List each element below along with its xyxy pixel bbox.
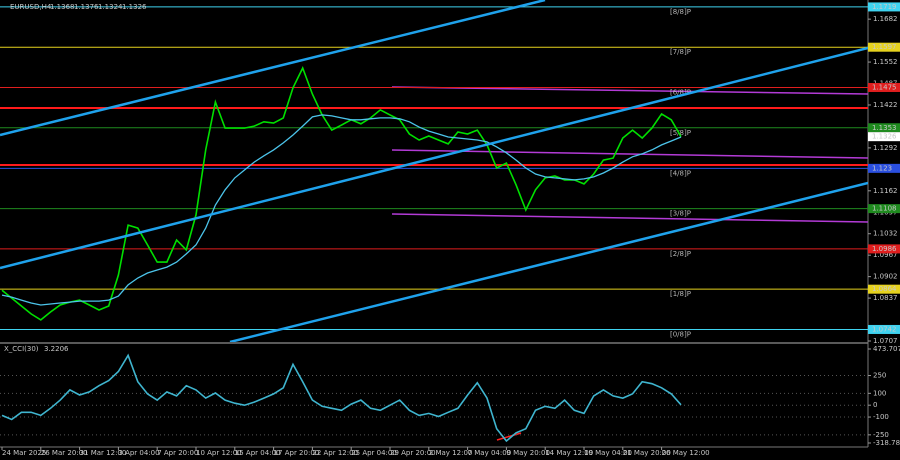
level-box — [868, 204, 900, 214]
level-value: 1.0742 — [872, 325, 897, 333]
x-tick-label: 26 May 12:00 — [662, 449, 710, 457]
x-tick-label: 14 May 12:00 — [545, 449, 593, 457]
y-tick-label: 1.1422 — [873, 101, 898, 109]
price-box — [868, 132, 900, 142]
series-line — [1, 65, 682, 321]
y-tick-label: 1.0837 — [873, 294, 898, 302]
trend-line — [0, 0, 546, 137]
x-tick-label: 10 Apr 12:00 — [196, 449, 242, 457]
trend-lines — [0, 0, 868, 342]
level-box — [868, 42, 900, 52]
x-tick-label: 15 Apr 04:00 — [235, 449, 281, 457]
series-line — [1, 353, 682, 443]
x-tick-label: 7 May 04:00 — [468, 449, 512, 457]
x-tick-label: 7 Apr 20:00 — [157, 449, 198, 457]
x-tick-label: 26 Mar 20:00 — [41, 449, 88, 457]
level-box — [868, 123, 900, 133]
price-label: 1.1326 — [872, 133, 897, 141]
y-tick-label: 1.1682 — [873, 15, 898, 23]
level-box — [868, 2, 900, 12]
level-label: [3/8]P — [670, 210, 691, 218]
level-value: 1.0864 — [872, 285, 897, 293]
x-tick-label: 22 Apr 12:00 — [312, 449, 358, 457]
level-value: 1.1108 — [872, 205, 897, 213]
level-box — [868, 324, 900, 334]
y-tick-label: 100 — [873, 389, 886, 397]
level-label: [7/8]P — [670, 48, 691, 56]
chart-title: EURUSD,H4 — [10, 3, 52, 11]
y-tick-label: -318.786 — [873, 439, 900, 447]
channel-line — [391, 86, 868, 95]
y-tick-label: 473.707 — [873, 345, 900, 353]
x-tick-label: 9 May 20:00 — [506, 449, 550, 457]
y-tick-label: -100 — [873, 413, 889, 421]
price-panel: [8/8]P [7/8]P [6/8]P [5/8]P [4/8]P [3/8]P [2/8… — [0, 6, 868, 338]
x-tick-label: 2 May 12:00 — [429, 449, 473, 457]
y-tick-label: 1.1292 — [873, 144, 898, 152]
trend-line — [0, 46, 868, 270]
level-value: 1.1719 — [872, 3, 897, 11]
level-value: 1.1353 — [872, 124, 897, 132]
ohlc-value: 1.1376 — [74, 3, 99, 11]
ohlc-value: 1.1324 — [98, 3, 123, 11]
channel-line — [391, 213, 868, 223]
channel-line — [391, 149, 868, 159]
level-label: [1/8]P — [670, 290, 691, 298]
level-box — [868, 284, 900, 294]
y-tick-label: 1.0707 — [873, 337, 898, 345]
x-tick-label: 24 Mar 2025 — [2, 449, 46, 457]
x-tick-label: 29 Apr 20:00 — [390, 449, 436, 457]
level-value: 1.0986 — [872, 245, 897, 253]
indicator-title: X_CCI(30) — [4, 345, 39, 353]
level-label: [4/8]P — [670, 169, 691, 177]
y-tick-label: 1.1032 — [873, 230, 898, 238]
y-tick-label: 0 — [873, 401, 877, 409]
x-tick-label: 31 Mar 12:00 — [80, 449, 127, 457]
x-tick-label: 17 Apr 20:00 — [274, 449, 320, 457]
x-tick-label: 3 Apr 04:00 — [118, 449, 159, 457]
level-box — [868, 244, 900, 254]
trend-line — [229, 181, 868, 342]
y-tick-label: 250 — [873, 372, 886, 380]
y-tick-label: -250 — [873, 431, 889, 439]
level-value: 1.1597 — [872, 43, 897, 51]
series-line — [1, 114, 682, 306]
indicator-value: 3.2206 — [44, 345, 69, 353]
y-tick-label: 1.1162 — [873, 187, 898, 195]
level-label: [8/8]P — [670, 8, 691, 16]
level-label: [0/8]P — [670, 330, 691, 338]
level-label: [6/8]P — [670, 88, 691, 96]
level-value: 1.123 — [872, 164, 892, 172]
level-value: 1.1475 — [872, 83, 897, 91]
y-tick-label: 1.0967 — [873, 251, 898, 259]
level-label: [5/8]P — [670, 129, 691, 137]
x-tick-label: 25 Apr 04:00 — [351, 449, 397, 457]
level-box — [868, 163, 900, 173]
y-tick-label: 1.1552 — [873, 58, 898, 66]
x-tick-label: 21 May 20:00 — [623, 449, 671, 457]
y-tick-label: 1.0902 — [873, 273, 898, 281]
level-label: [2/8]P — [670, 250, 691, 258]
level-box — [868, 82, 900, 92]
ohlc-value: 1.1368 — [50, 3, 75, 11]
ohlc-value: 1.1326 — [122, 3, 147, 11]
divergence-line — [496, 432, 522, 441]
x-tick-label: 19 May 04:00 — [584, 449, 632, 457]
